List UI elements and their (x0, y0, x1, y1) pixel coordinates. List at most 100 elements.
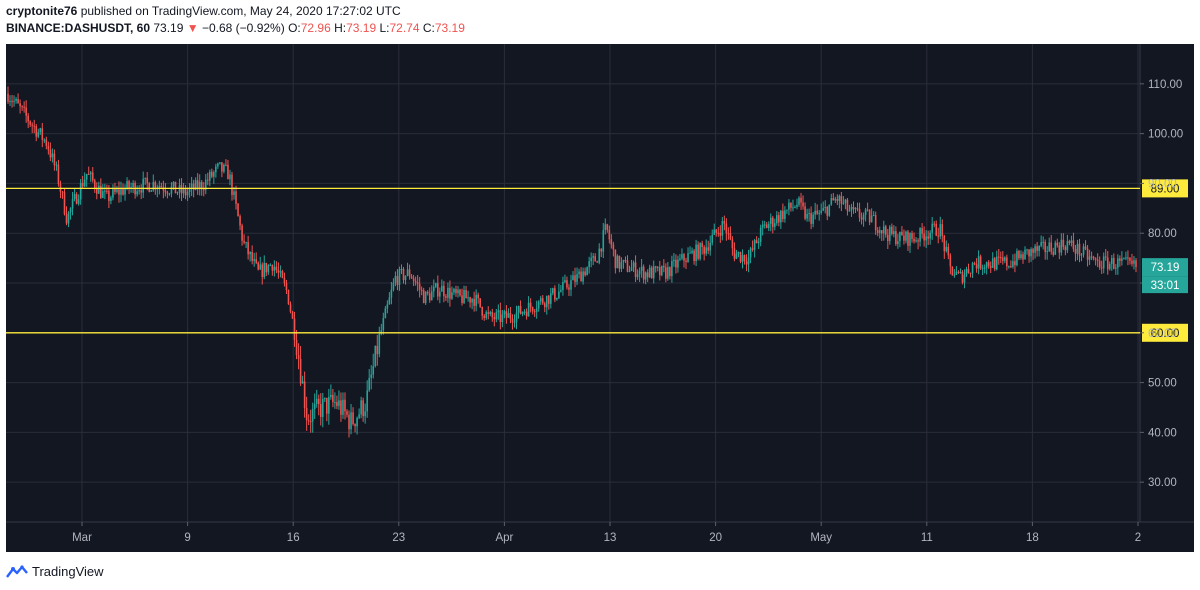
candle-up (521, 311, 524, 314)
candle-down (118, 189, 120, 195)
candle-down (416, 282, 419, 284)
candle-down (927, 236, 929, 239)
candle-up (780, 210, 782, 223)
candle-up (1080, 254, 1083, 256)
candle-up (334, 402, 336, 404)
candle-down (707, 247, 710, 251)
candle-down (1010, 266, 1012, 268)
level-price-label: 89.00 (1151, 183, 1180, 195)
candle-down (1135, 260, 1137, 267)
candle-up (388, 297, 391, 305)
candle-up (640, 266, 643, 271)
candle-up (1110, 257, 1113, 264)
candle-up (315, 398, 318, 405)
candle-down (469, 297, 471, 303)
author-name[interactable]: cryptonite76 (6, 4, 78, 18)
candle-up (55, 164, 58, 166)
open-value: 72.96 (300, 21, 331, 35)
candle-down (166, 192, 169, 194)
candle-down (961, 271, 964, 283)
candle-up (503, 311, 506, 315)
candle-down (1058, 245, 1061, 253)
symbol-label[interactable]: BINANCE:DASHUSDT, 60 (6, 21, 151, 35)
candle-down (608, 229, 611, 240)
candle-down (1072, 240, 1075, 249)
candle-up (15, 98, 17, 101)
candle-down (465, 290, 467, 299)
candle-down (449, 287, 451, 299)
candle-up (965, 268, 968, 275)
candle-up (380, 330, 383, 334)
candle-down (196, 180, 199, 190)
candle-up (721, 221, 724, 236)
candle-up (366, 390, 368, 412)
candle-down (25, 107, 27, 116)
candle-up (172, 181, 175, 187)
candle-up (677, 259, 679, 268)
candle-down (1129, 258, 1131, 261)
candle-up (945, 246, 948, 252)
ohlc-line: BINANCE:DASHUSDT, 60 73.19 ▼ −0.68 (−0.9… (6, 20, 465, 37)
candle-down (418, 283, 421, 290)
candle-down (1113, 257, 1115, 269)
candle-down (626, 260, 629, 272)
high-label: H: (334, 21, 347, 35)
candle-down (461, 295, 463, 303)
candle-down (299, 358, 302, 384)
candle-down (227, 164, 229, 180)
last-price-tag: 73.19 33:01 (1142, 258, 1188, 294)
horizontal-levels[interactable]: 89.00 60.00 (6, 179, 1188, 342)
candle-down (289, 304, 292, 312)
candle-down (993, 258, 996, 270)
time-axis[interactable]: Mar 9 16 23 Apr 13 20 May 11 18 2 (72, 522, 1141, 544)
candle-down (568, 287, 570, 290)
candle-up (562, 282, 564, 290)
candle-up (1020, 254, 1022, 259)
candle-down (255, 259, 258, 263)
candle-up (648, 267, 651, 278)
candle-down (880, 230, 883, 234)
candle-up (854, 208, 857, 210)
candle-up (1125, 257, 1127, 259)
candle-up (124, 188, 126, 195)
x-tick-label: 13 (604, 532, 617, 544)
candle-up (451, 292, 453, 299)
candle-down (874, 215, 877, 231)
candle-down (997, 256, 1000, 258)
x-tick-label: 23 (392, 532, 405, 544)
candle-down (957, 271, 960, 273)
candle-down (352, 412, 354, 424)
candle-up (709, 242, 712, 251)
candle-up (550, 293, 552, 304)
candle-down (1100, 267, 1103, 269)
candle-up (370, 374, 373, 378)
footer-brand[interactable]: TradingView (6, 564, 104, 579)
candle-up (400, 268, 403, 270)
candle-down (975, 264, 978, 269)
x-tick-label: 20 (709, 532, 722, 544)
candle-down (989, 266, 992, 268)
candle-up (208, 171, 211, 181)
candle-up (919, 228, 921, 242)
candle-up (977, 256, 980, 269)
candle-up (796, 204, 798, 207)
candle-down (174, 181, 177, 194)
candle-up (432, 286, 435, 292)
candle-down (529, 302, 532, 308)
candle-up (1115, 267, 1117, 269)
candle-down (596, 261, 599, 263)
candle-down (511, 318, 514, 323)
candle-up (441, 285, 443, 292)
candle-down (810, 213, 812, 224)
candle-down (658, 267, 661, 276)
candle-up (116, 189, 118, 192)
candle-up (313, 404, 316, 410)
candle-up (578, 271, 580, 275)
candle-up (467, 297, 469, 299)
candle-up (679, 258, 681, 260)
candle-up (737, 252, 740, 254)
price-axis[interactable]: 30.0040.0050.0060.0070.0080.0090.00100.0… (1140, 79, 1183, 489)
candle-down (336, 402, 338, 406)
candle-up (368, 377, 371, 391)
